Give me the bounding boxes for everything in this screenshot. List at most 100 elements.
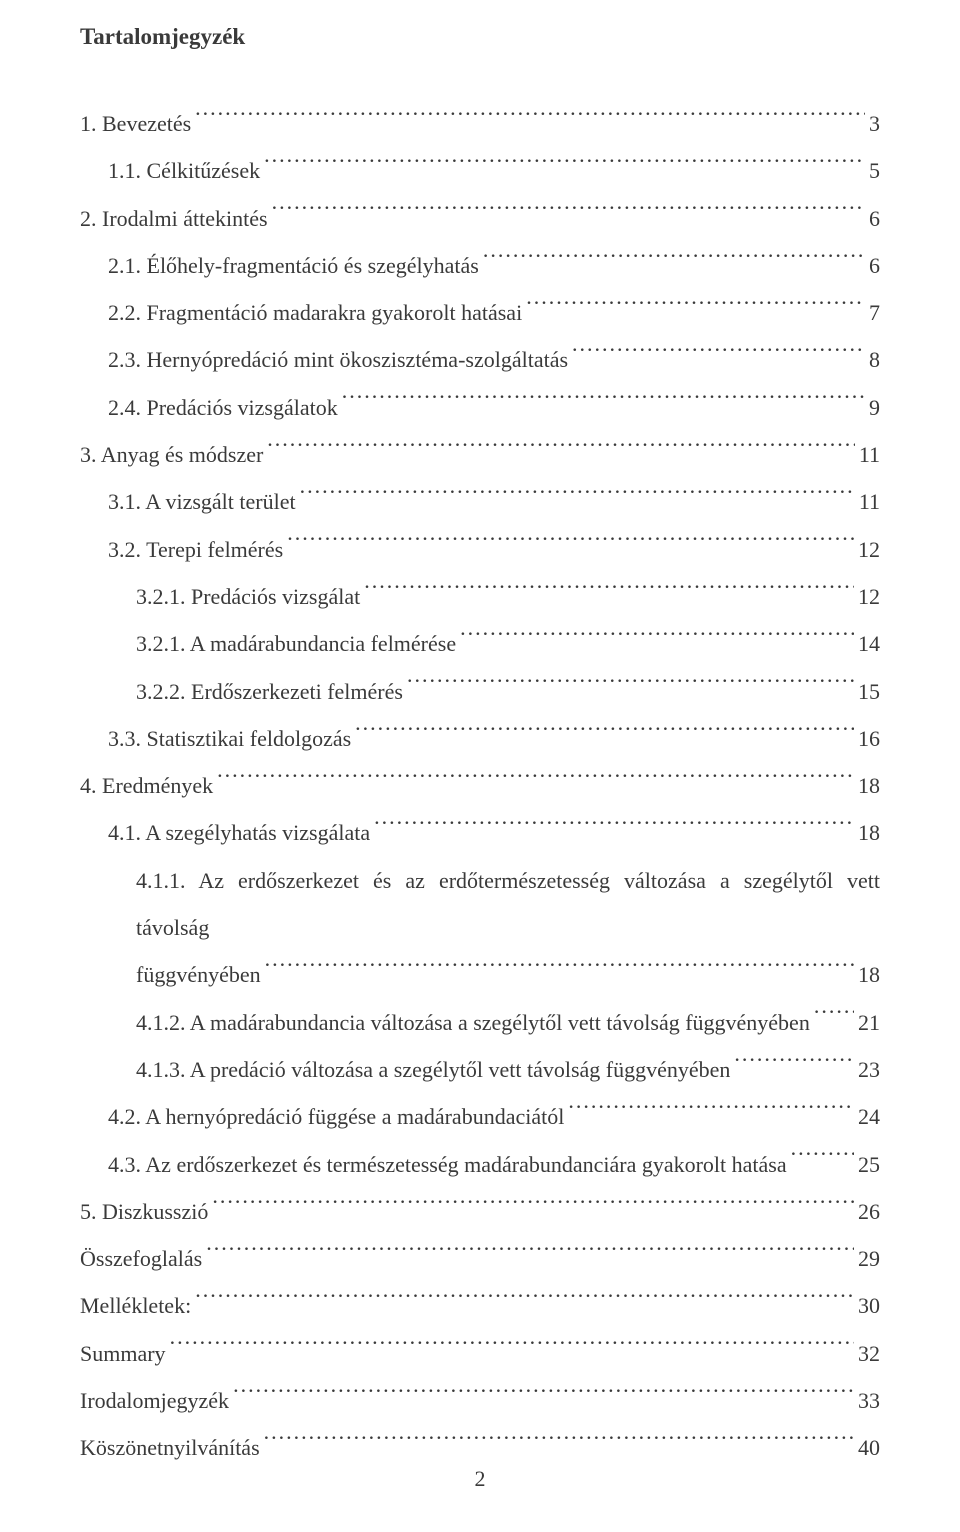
- toc-page: 12: [858, 526, 880, 573]
- toc-page: 8: [869, 336, 880, 383]
- toc-entry: 4.3. Az erdőszerkezet és természetesség …: [80, 1141, 880, 1188]
- toc-page: 14: [858, 620, 880, 667]
- toc-leader: [342, 388, 865, 414]
- toc-label: Mellékletek:: [80, 1282, 191, 1329]
- toc-leader: [217, 767, 854, 793]
- toc-leader: [460, 625, 854, 651]
- toc-page: 11: [859, 478, 880, 525]
- toc-leader: [170, 1334, 854, 1360]
- toc-entry: Összefoglalás29: [80, 1235, 880, 1282]
- toc-leader: [734, 1051, 854, 1077]
- toc-page: 26: [858, 1188, 880, 1235]
- toc-leader: [212, 1192, 854, 1218]
- toc-page: 12: [858, 573, 880, 620]
- toc-leader: [355, 719, 854, 745]
- toc-entry: 1.1. Célkitűzések 5: [80, 147, 880, 194]
- toc-label: 2.2. Fragmentáció madarakra gyakorolt ha…: [108, 289, 522, 336]
- page-title: Tartalomjegyzék: [80, 24, 880, 50]
- toc-leader: [364, 578, 854, 604]
- toc-entry: Irodalomjegyzék 33: [80, 1377, 880, 1424]
- toc-leader: [233, 1382, 854, 1408]
- toc-label: 3.2.1. A madárabundancia felmérése: [136, 620, 456, 667]
- toc-page: 6: [869, 195, 880, 242]
- toc-label: 4.1.3. A predáció változása a szegélytől…: [136, 1046, 730, 1093]
- toc-entry-continuation: függvényében 18: [80, 951, 880, 998]
- toc-page: 6: [869, 242, 880, 289]
- toc-leader: [791, 1145, 854, 1171]
- toc-entry: 3.2.1. Predációs vizsgálat 12: [80, 573, 880, 620]
- toc-leader: [814, 1003, 854, 1029]
- toc-label: 4. Eredmények: [80, 762, 213, 809]
- toc-page: 11: [859, 431, 880, 478]
- toc-entry: 2.3. Hernyópredáció mint ökoszisztéma-sz…: [80, 336, 880, 383]
- toc-leader: [267, 436, 855, 462]
- toc-leader: [407, 672, 854, 698]
- toc-page: 5: [869, 147, 880, 194]
- toc-page: 18: [858, 762, 880, 809]
- toc-page: 7: [869, 289, 880, 336]
- toc-page: 9: [869, 384, 880, 431]
- toc-entry: Mellékletek: 30: [80, 1282, 880, 1329]
- toc-leader: [374, 814, 854, 840]
- toc-leader: [195, 1287, 854, 1313]
- toc-entry: 4.1.1. Az erdőszerkezet és az erdőtermés…: [80, 857, 880, 952]
- toc-label: 3.2.2. Erdőszerkezeti felmérés: [136, 668, 403, 715]
- toc-label: 5. Diszkusszió: [80, 1188, 208, 1235]
- toc-leader: [572, 341, 865, 367]
- toc-label: 4.1.1. Az erdőszerkezet és az erdőtermés…: [136, 868, 880, 940]
- toc-leader: [300, 483, 855, 509]
- toc-label: 2.1. Élőhely-fragmentáció és szegélyhatá…: [108, 242, 479, 289]
- toc-page: 33: [858, 1377, 880, 1424]
- toc-page: 16: [858, 715, 880, 762]
- toc-label: 4.2. A hernyópredáció függése a madárabu…: [108, 1093, 564, 1140]
- toc-label: függvényében: [136, 951, 261, 998]
- toc-page: 30: [858, 1282, 880, 1329]
- toc-leader: [568, 1098, 854, 1124]
- toc-page: 29: [858, 1235, 880, 1282]
- toc-label: 3. Anyag és módszer: [80, 431, 263, 478]
- toc-label: 3.2.1. Predációs vizsgálat: [136, 573, 360, 620]
- toc-label: 2.3. Hernyópredáció mint ökoszisztéma-sz…: [108, 336, 568, 383]
- toc-label: 4.1.2. A madárabundancia változása a sze…: [136, 999, 810, 1046]
- toc-label: Irodalomjegyzék: [80, 1377, 229, 1424]
- toc-page: 21: [858, 999, 880, 1046]
- toc-page: 23: [858, 1046, 880, 1093]
- toc-label: Köszönetnyilvánítás: [80, 1424, 260, 1471]
- toc-entry: 2.4. Predációs vizsgálatok 9: [80, 384, 880, 431]
- toc-leader: [264, 152, 865, 178]
- toc-label: 3.3. Statisztikai feldolgozás: [108, 715, 351, 762]
- toc-leader: [264, 1429, 854, 1455]
- toc-entry: 3. Anyag és módszer 11: [80, 431, 880, 478]
- toc-leader: [287, 530, 854, 556]
- toc-label: 1.1. Célkitűzések: [108, 147, 260, 194]
- toc-entry: 1. Bevezetés3: [80, 100, 880, 147]
- toc-entry: 2. Irodalmi áttekintés 6: [80, 195, 880, 242]
- toc-page: 24: [858, 1093, 880, 1140]
- toc-leader: [526, 294, 865, 320]
- toc-entry: 4. Eredmények 18: [80, 762, 880, 809]
- toc-label: 1. Bevezetés: [80, 100, 191, 147]
- toc-leader: [265, 956, 854, 982]
- toc-leader: [483, 247, 865, 273]
- toc-page: 32: [858, 1330, 880, 1377]
- toc-page: 25: [858, 1141, 880, 1188]
- toc-entry: 3.2. Terepi felmérés 12: [80, 526, 880, 573]
- toc-label: 4.1. A szegélyhatás vizsgálata: [108, 809, 370, 856]
- toc-label: Summary: [80, 1330, 166, 1377]
- toc-page: 18: [858, 951, 880, 998]
- toc-entry: 3.2.1. A madárabundancia felmérése 14: [80, 620, 880, 667]
- toc-page: 18: [858, 809, 880, 856]
- toc-label: 3.2. Terepi felmérés: [108, 526, 283, 573]
- toc-label: 2.4. Predációs vizsgálatok: [108, 384, 338, 431]
- toc-entry: 4.1.3. A predáció változása a szegélytől…: [80, 1046, 880, 1093]
- toc-leader: [206, 1240, 854, 1266]
- toc-entry: 4.1.2. A madárabundancia változása a sze…: [80, 999, 880, 1046]
- toc-label: 2. Irodalmi áttekintés: [80, 195, 268, 242]
- toc-entry: 3.3. Statisztikai feldolgozás 16: [80, 715, 880, 762]
- toc-label: 3.1. A vizsgált terület: [108, 478, 296, 525]
- toc-label: 4.3. Az erdőszerkezet és természetesség …: [108, 1141, 787, 1188]
- toc-entry: 2.2. Fragmentáció madarakra gyakorolt ha…: [80, 289, 880, 336]
- toc-entry: 4.1. A szegélyhatás vizsgálata 18: [80, 809, 880, 856]
- toc-entry: 2.1. Élőhely-fragmentáció és szegélyhatá…: [80, 242, 880, 289]
- toc-leader: [272, 199, 865, 225]
